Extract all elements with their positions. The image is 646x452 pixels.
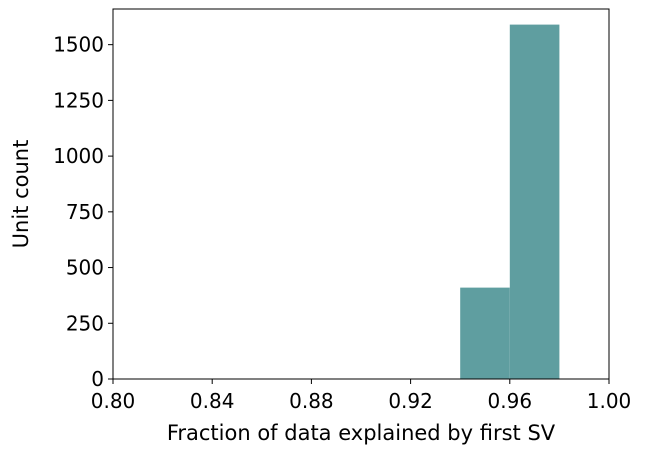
x-tick-label: 1.00 xyxy=(587,389,632,413)
y-tick-label: 500 xyxy=(66,256,104,280)
plot-frame xyxy=(112,8,610,380)
y-axis-label: Unit count xyxy=(9,140,33,249)
histogram-bar xyxy=(460,287,510,379)
x-tick-label: 0.88 xyxy=(289,389,334,413)
x-axis-label: Fraction of data explained by first SV xyxy=(167,421,556,445)
bars-group xyxy=(460,24,560,379)
histogram-bar xyxy=(509,24,560,379)
y-tick-label: 250 xyxy=(66,311,104,335)
x-tick-label: 0.80 xyxy=(91,389,136,413)
x-tick-label: 0.96 xyxy=(488,389,533,413)
y-axis: 0 250 500 750 1000 1250 1500 xyxy=(53,33,113,391)
y-tick-label: 0 xyxy=(91,367,104,391)
y-tick-label: 1250 xyxy=(53,88,104,112)
y-tick-label: 750 xyxy=(66,200,104,224)
x-axis: 0.80 0.84 0.88 0.92 0.96 1.00 xyxy=(91,379,632,413)
y-tick-label: 1500 xyxy=(53,33,104,57)
x-tick-label: 0.92 xyxy=(388,389,433,413)
y-tick-label: 1000 xyxy=(53,144,104,168)
x-tick-label: 0.84 xyxy=(190,389,235,413)
